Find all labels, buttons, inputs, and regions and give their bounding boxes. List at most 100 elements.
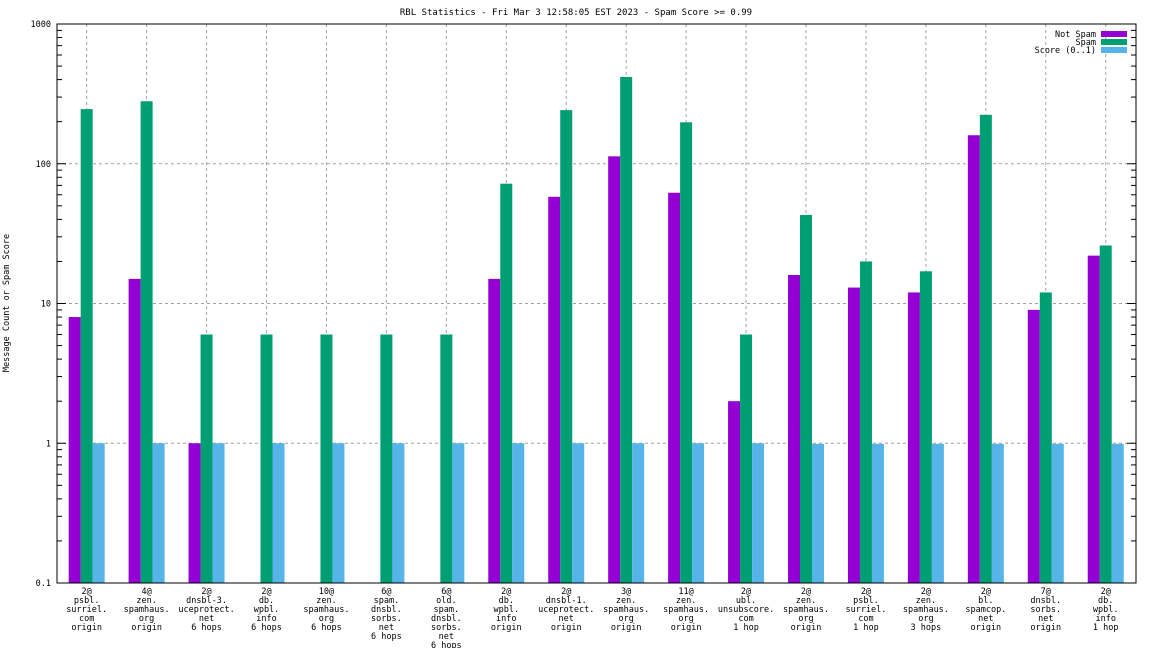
x-tick-label-line: surriel. bbox=[845, 605, 886, 615]
x-tick-label-line: wpbl. bbox=[254, 605, 280, 615]
bar-spam-15 bbox=[919, 271, 932, 583]
x-tick-label-line: 6 hops bbox=[311, 623, 342, 633]
bar-not-spam-18 bbox=[1087, 255, 1100, 583]
x-tick-label-line: zen. bbox=[136, 596, 156, 606]
x-tick-label-line: 6 hops bbox=[251, 623, 282, 633]
bar-score-0-1-17 bbox=[1051, 443, 1064, 583]
bar-spam-14 bbox=[859, 261, 872, 583]
bar-score-0-1-15 bbox=[931, 443, 944, 583]
bar-not-spam-8 bbox=[488, 278, 501, 583]
bars bbox=[68, 76, 1124, 584]
bar-spam-7 bbox=[440, 334, 453, 583]
x-tick-label-line: 2@ bbox=[801, 587, 811, 597]
x-tick-label-line: 6 hops bbox=[191, 623, 222, 633]
x-tick-label-line: net bbox=[1038, 614, 1053, 624]
x-tick-label-line: sorbs. bbox=[371, 614, 402, 624]
x-tick-label-line: 1 hop bbox=[853, 623, 879, 633]
x-tick-label-line: spamhaus. bbox=[903, 605, 949, 615]
x-tick-label-line: spamhaus. bbox=[303, 605, 349, 615]
x-tick-label-line: 1 hop bbox=[1093, 623, 1119, 633]
x-tick-label-line: 3@ bbox=[621, 587, 631, 597]
x-tick-label-line: origin bbox=[491, 623, 522, 633]
x-tick-label-line: 2@ bbox=[981, 587, 991, 597]
bar-score-0-1-1 bbox=[92, 443, 105, 583]
bar-score-0-1-2 bbox=[152, 443, 165, 583]
x-tick-label: 10@ zen. spamhaus. org 6 hops bbox=[303, 587, 349, 633]
x-tick-label: 3@ zen. spamhaus. org origin bbox=[603, 587, 649, 633]
bar-spam-18 bbox=[1099, 245, 1112, 583]
x-tick-label-line: 2@ bbox=[861, 587, 871, 597]
x-tick-label-line: dnsbl. bbox=[371, 605, 402, 615]
x-tick-label-line: ubl. bbox=[736, 596, 756, 606]
bar-spam-5 bbox=[320, 334, 333, 583]
bar-not-spam-12 bbox=[728, 401, 741, 583]
legend-swatch bbox=[1101, 31, 1127, 37]
x-tick-label-line: org bbox=[678, 614, 693, 624]
bar-score-0-1-9 bbox=[572, 443, 585, 583]
x-tick-label-line: spamhaus. bbox=[603, 605, 649, 615]
x-tick-label-line: origin bbox=[551, 623, 582, 633]
x-tick-label-line: org bbox=[319, 614, 334, 624]
x-tick-label-line: 2@ bbox=[82, 587, 92, 597]
bar-spam-9 bbox=[560, 110, 573, 583]
x-tick-label-line: com bbox=[858, 614, 873, 624]
bar-score-0-1-4 bbox=[272, 443, 285, 583]
bar-not-spam-13 bbox=[788, 274, 801, 583]
bar-spam-2 bbox=[140, 101, 153, 583]
bar-score-0-1-3 bbox=[212, 443, 225, 583]
x-tick-label-line: org bbox=[139, 614, 154, 624]
y-tick-label: 0.1 bbox=[36, 579, 51, 589]
bar-spam-11 bbox=[680, 122, 693, 583]
x-tick-label-line: wpbl. bbox=[493, 605, 519, 615]
x-tick-label-line: 2@ bbox=[261, 587, 271, 597]
x-tick-label: 2@ zen. spamhaus. org 3 hops bbox=[903, 587, 949, 633]
x-tick-label-line: net bbox=[199, 614, 214, 624]
bar-not-spam-10 bbox=[608, 156, 621, 584]
bar-not-spam-16 bbox=[967, 135, 980, 583]
x-tick-label-line: psbl. bbox=[853, 596, 879, 606]
x-tick-label: 2@ db. wpbl. info 1 hop bbox=[1093, 587, 1119, 633]
x-tick-label: 2@ bl. spamcop. net origin bbox=[965, 587, 1006, 633]
y-tick-label: 1 bbox=[46, 439, 51, 449]
x-tick-label-line: net bbox=[559, 614, 574, 624]
bar-score-0-1-13 bbox=[812, 443, 825, 583]
x-tick-label: 2@ dnsbl-3. uceprotect. net 6 hops bbox=[178, 587, 234, 633]
x-tick-label-line: org bbox=[918, 614, 933, 624]
x-tick-label-line: origin bbox=[791, 623, 822, 633]
x-tick-label-line: net bbox=[439, 632, 454, 642]
x-tick-label-line: origin bbox=[970, 623, 1001, 633]
x-tick-label-line: 10@ bbox=[319, 587, 334, 597]
bar-spam-1 bbox=[80, 109, 93, 583]
x-tick-label-line: spamhaus. bbox=[663, 605, 709, 615]
legend-label: Spam bbox=[1076, 38, 1096, 48]
x-tick-label: 2@ psbl. surriel. com origin bbox=[66, 587, 107, 633]
bar-score-0-1-12 bbox=[752, 443, 765, 583]
y-axis-label: Message Count or Spam Score bbox=[2, 234, 12, 372]
y-tick-label: 1000 bbox=[31, 20, 51, 30]
x-tick-label-line: unsubscore. bbox=[718, 605, 774, 615]
bar-score-0-1-11 bbox=[692, 443, 705, 583]
x-tick-label-line: spamcop. bbox=[965, 605, 1006, 615]
x-tick-label-line: info bbox=[496, 614, 516, 624]
y-tick-labels: 0.1 1 10 100 1000 bbox=[31, 20, 51, 589]
x-tick-label-line: sorbs. bbox=[1030, 605, 1061, 615]
x-tick-label-line: spam. bbox=[374, 596, 400, 606]
bar-spam-10 bbox=[620, 76, 633, 583]
x-tick-label-line: db. bbox=[499, 596, 514, 606]
bar-score-0-1-10 bbox=[632, 443, 645, 583]
x-tick-label-line: uceprotect. bbox=[178, 605, 234, 615]
y-tick-label: 100 bbox=[36, 160, 51, 170]
x-tick-label-line: 6 hops bbox=[371, 632, 402, 642]
bar-spam-6 bbox=[380, 334, 393, 583]
x-tick-label: 6@ spam. dnsbl. sorbs. net 6 hops bbox=[371, 587, 402, 642]
x-tick-label-line: dnsbl-1. bbox=[546, 596, 587, 606]
x-tick-label-line: zen. bbox=[796, 596, 816, 606]
x-tick-label-line: 6 hops bbox=[431, 641, 462, 648]
x-tick-label: 2@ dnsbl-1. uceprotect. net origin bbox=[538, 587, 594, 633]
x-tick-label-line: zen. bbox=[676, 596, 696, 606]
bar-not-spam-2 bbox=[128, 278, 141, 583]
bar-not-spam-17 bbox=[1027, 309, 1040, 583]
legend-label: Score (0..1) bbox=[1035, 46, 1096, 56]
